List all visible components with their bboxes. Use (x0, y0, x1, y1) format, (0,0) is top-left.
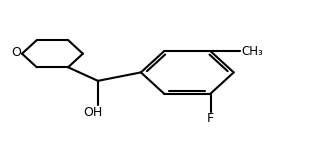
Text: O: O (11, 46, 21, 59)
Text: OH: OH (83, 106, 103, 119)
Text: F: F (207, 112, 214, 125)
Text: CH₃: CH₃ (241, 45, 263, 58)
